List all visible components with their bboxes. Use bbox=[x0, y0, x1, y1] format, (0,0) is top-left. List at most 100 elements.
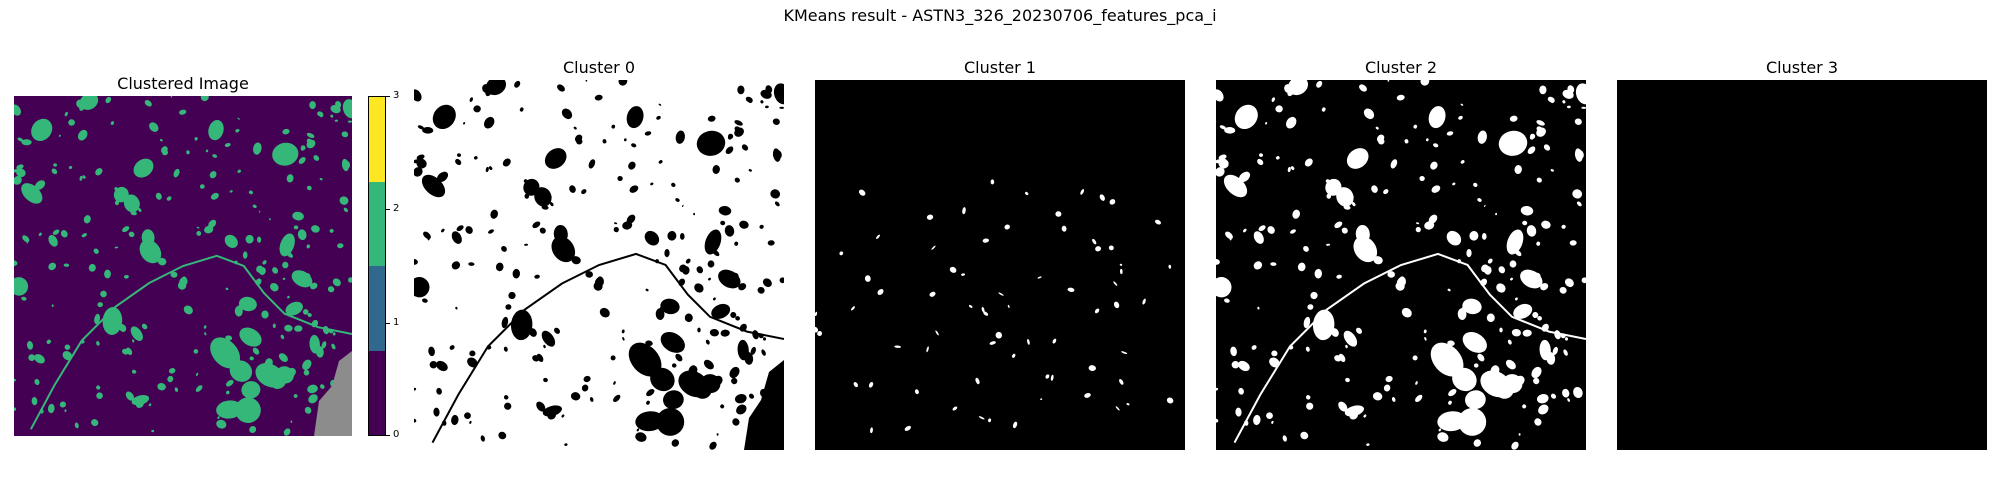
mask-blob bbox=[1305, 346, 1310, 352]
mask-blob bbox=[762, 337, 767, 341]
mask-blob bbox=[1562, 89, 1574, 99]
mask-blob bbox=[561, 108, 573, 120]
mask-blob bbox=[759, 224, 764, 229]
mask-blob bbox=[773, 83, 784, 105]
mask-blob bbox=[876, 234, 880, 239]
mask-blob bbox=[1514, 297, 1518, 301]
mask-blob bbox=[451, 414, 459, 426]
mask-blob bbox=[422, 126, 434, 134]
mask-blob bbox=[1576, 201, 1582, 207]
mask-blob bbox=[308, 394, 318, 404]
mask-blob bbox=[1325, 179, 1330, 184]
mask-blob bbox=[226, 379, 234, 387]
colorbar-tick-3 bbox=[386, 96, 390, 97]
mask-blob bbox=[423, 231, 431, 240]
mask-blob bbox=[679, 233, 685, 240]
mask-blob bbox=[174, 387, 179, 392]
mask-blob bbox=[1484, 204, 1486, 207]
mask-blob bbox=[659, 304, 668, 311]
mask-blob bbox=[853, 382, 859, 388]
mask-blob bbox=[770, 189, 781, 199]
mask-blob bbox=[656, 407, 685, 436]
mask-blob bbox=[1391, 397, 1396, 402]
mask-blob bbox=[473, 105, 481, 113]
mask-blob bbox=[851, 306, 855, 311]
mask-blob bbox=[292, 211, 304, 221]
mask-blob bbox=[1242, 110, 1253, 121]
mask-blob bbox=[539, 228, 544, 232]
mask-blob bbox=[779, 106, 784, 109]
mask-blob bbox=[252, 347, 260, 355]
mask-blob bbox=[294, 325, 303, 332]
mask-blob bbox=[1371, 185, 1378, 193]
mask-blob bbox=[219, 337, 227, 346]
mask-blob bbox=[1458, 407, 1487, 436]
mask-blob bbox=[622, 336, 625, 341]
mask-blob bbox=[1259, 153, 1263, 157]
mask-blob bbox=[237, 117, 240, 120]
mask-blob bbox=[1514, 144, 1520, 151]
mask-blob bbox=[286, 174, 294, 183]
mask-blob bbox=[1424, 221, 1435, 230]
mask-blob bbox=[1574, 118, 1582, 125]
mask-blob bbox=[664, 249, 670, 258]
mask-blob bbox=[1356, 327, 1362, 334]
mask-blob bbox=[334, 119, 339, 122]
mask-blob bbox=[96, 385, 101, 390]
mask-blob bbox=[1466, 249, 1472, 258]
mask-blob bbox=[1080, 189, 1085, 195]
mask-blob bbox=[485, 80, 507, 96]
mask-blob bbox=[1446, 230, 1462, 246]
mask-blob bbox=[1290, 166, 1295, 171]
mask-blob bbox=[644, 131, 652, 136]
mask-blob bbox=[329, 228, 334, 233]
mask-blob bbox=[730, 312, 737, 318]
mask-blob bbox=[1415, 226, 1421, 233]
mask-blob bbox=[1511, 441, 1519, 450]
mask-blob bbox=[1522, 220, 1528, 226]
mask-blob bbox=[581, 189, 587, 195]
mask-blob bbox=[52, 229, 60, 235]
mask-blob bbox=[256, 236, 262, 243]
mask-blob bbox=[195, 385, 203, 392]
mask-blob bbox=[1413, 124, 1418, 129]
cluster-2-mask bbox=[1216, 80, 1586, 450]
mask-blob bbox=[1061, 225, 1067, 232]
mask-blob bbox=[650, 367, 675, 392]
mask-blob bbox=[724, 225, 735, 237]
mask-blob bbox=[1224, 298, 1230, 303]
mask-blob bbox=[1498, 266, 1506, 274]
mask-blob bbox=[1538, 404, 1549, 415]
mask-blob bbox=[1510, 277, 1513, 281]
mask-blob bbox=[988, 418, 992, 423]
mask-blob bbox=[1338, 401, 1348, 412]
mask-blob bbox=[1547, 96, 1555, 103]
mask-blob bbox=[774, 201, 780, 207]
mask-blob bbox=[1428, 106, 1446, 129]
mask-blob bbox=[290, 420, 293, 423]
mask-blob bbox=[975, 377, 980, 385]
mask-blob bbox=[81, 233, 87, 238]
mask-blob bbox=[1520, 205, 1534, 216]
mask-blob bbox=[1338, 353, 1346, 362]
mask-blob bbox=[488, 166, 493, 171]
mask-blob bbox=[1345, 377, 1350, 383]
mask-blob bbox=[1307, 304, 1314, 310]
mask-blob bbox=[327, 286, 335, 293]
mask-blob bbox=[139, 239, 162, 264]
mask-blob bbox=[1481, 264, 1489, 273]
mask-blob bbox=[1321, 107, 1326, 112]
mask-blob bbox=[1341, 228, 1346, 232]
mask-blob bbox=[1540, 283, 1549, 291]
river-line bbox=[1233, 252, 1586, 444]
mask-blob bbox=[1052, 338, 1057, 344]
mask-blob bbox=[306, 244, 311, 249]
mask-blob bbox=[282, 261, 289, 269]
mask-blob bbox=[332, 332, 336, 336]
mask-blob bbox=[1216, 387, 1219, 391]
mask-blob bbox=[1336, 187, 1354, 207]
colorbar-segment-1 bbox=[369, 266, 385, 351]
mask-blob bbox=[512, 268, 521, 279]
cluster-0-mask bbox=[414, 80, 784, 450]
mask-blob bbox=[110, 121, 115, 126]
